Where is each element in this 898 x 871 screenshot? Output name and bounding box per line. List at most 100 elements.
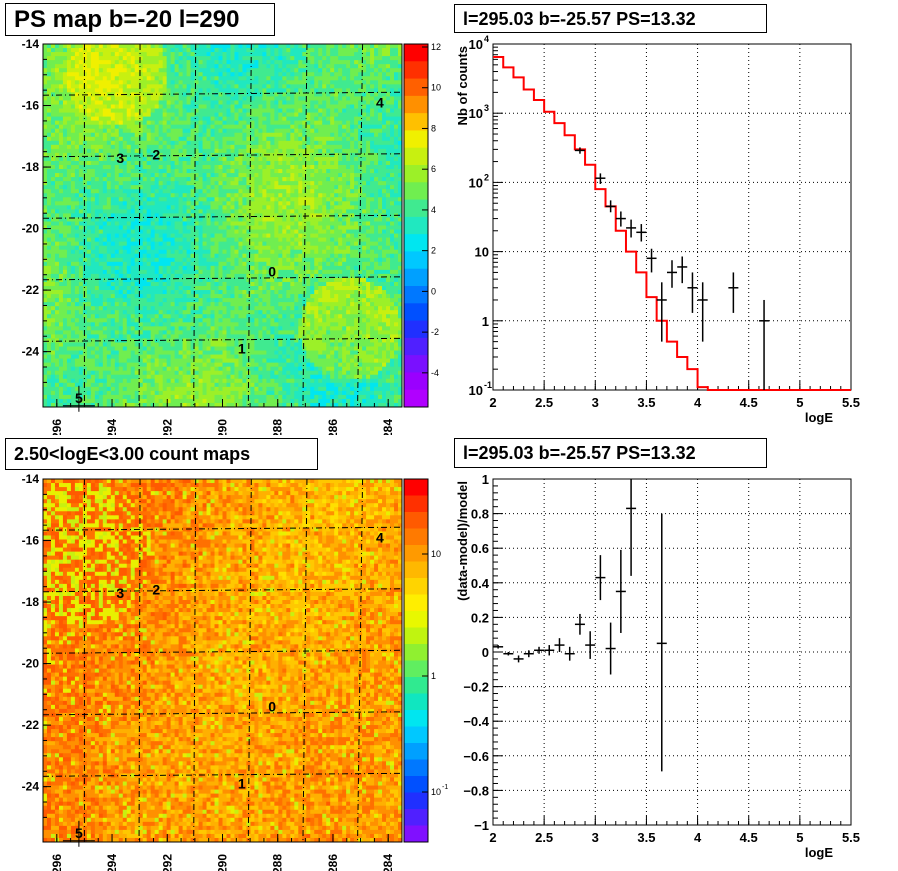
heatmap-cell xyxy=(86,88,92,93)
heatmap-cell xyxy=(218,104,223,109)
heatmap-cell xyxy=(122,370,128,376)
heatmap-cell xyxy=(94,314,100,319)
heatmap-cell xyxy=(194,225,199,230)
heatmap-cell xyxy=(142,169,148,174)
heatmap-cell xyxy=(206,64,211,69)
heatmap-cell xyxy=(250,197,255,202)
heatmap-cell xyxy=(186,233,191,238)
heatmap-cell xyxy=(230,390,235,396)
heatmap-cell xyxy=(142,68,148,73)
heatmap-cell xyxy=(210,322,215,327)
heatmap-cell xyxy=(46,306,52,311)
heatmap-cell xyxy=(54,346,60,351)
heatmap-cell xyxy=(162,386,168,392)
heatmap-cell xyxy=(158,197,164,202)
heatmap-cell xyxy=(198,245,203,251)
heatmap-cell xyxy=(142,160,148,166)
heatmap-cell xyxy=(142,136,148,142)
heatmap-cell xyxy=(134,156,140,162)
heatmap-cell xyxy=(150,378,156,384)
heatmap-cell xyxy=(102,177,108,182)
heatmap-cell xyxy=(214,72,219,77)
heatmap-cell xyxy=(162,112,168,117)
heatmap-cell xyxy=(218,286,223,291)
heatmap-cell xyxy=(230,189,235,194)
heatmap-cell xyxy=(146,144,152,150)
heatmap-cell xyxy=(198,72,203,77)
heatmap-cell xyxy=(74,390,80,396)
heatmap-cell xyxy=(142,96,148,101)
heatmap-cell xyxy=(170,402,176,408)
heatmap-cell xyxy=(250,100,255,105)
heatmap-cell xyxy=(43,193,48,198)
heatmap-cell xyxy=(43,294,48,299)
heatmap-cell xyxy=(126,201,132,206)
heatmap-cell xyxy=(238,165,243,170)
heatmap-cell xyxy=(110,298,116,303)
heatmap-cell xyxy=(78,338,84,343)
heatmap-cell xyxy=(146,322,152,327)
heatmap-cell xyxy=(174,64,180,69)
heatmap-cell xyxy=(206,290,211,295)
heatmap-cell xyxy=(142,205,148,210)
heatmap-cell xyxy=(150,386,156,392)
heatmap-cell xyxy=(158,261,164,267)
heatmap-cell xyxy=(130,76,136,81)
heatmap-cell xyxy=(158,185,164,190)
heatmap-cell xyxy=(190,205,195,210)
heatmap-cell xyxy=(170,193,176,198)
heatmap-cell xyxy=(54,281,60,287)
heatmap-cell xyxy=(130,261,136,267)
heatmap-cell xyxy=(114,249,120,255)
heatmap-cell xyxy=(154,281,160,287)
heatmap-cell xyxy=(70,249,76,255)
heatmap-cell xyxy=(194,229,199,234)
heatmap-cell xyxy=(78,44,84,49)
heatmap-cell xyxy=(106,177,112,182)
heatmap-cell xyxy=(178,314,184,319)
heatmap-cell xyxy=(186,394,191,400)
heatmap-cell xyxy=(246,80,251,85)
heatmap-cell xyxy=(178,326,184,331)
heatmap-cell xyxy=(170,394,176,400)
heatmap-cell xyxy=(230,84,235,89)
heatmap-cell xyxy=(226,205,231,210)
heatmap-cell xyxy=(138,132,144,138)
heatmap-cell xyxy=(146,136,152,142)
heatmap-cell xyxy=(170,76,176,81)
heatmap-cell xyxy=(186,112,191,117)
heatmap-cell xyxy=(138,72,144,77)
heatmap-cell xyxy=(82,173,88,178)
heatmap-cell xyxy=(138,294,144,299)
heatmap-cell xyxy=(70,205,76,210)
heatmap-cell xyxy=(58,326,64,331)
heatmap-cell xyxy=(178,342,184,347)
heatmap-cell xyxy=(78,173,84,178)
heatmap-cell xyxy=(166,330,172,335)
heatmap-cell xyxy=(82,96,88,101)
heatmap-cell xyxy=(210,233,215,238)
heatmap-cell xyxy=(222,144,227,150)
heatmap-cell xyxy=(122,366,128,372)
heatmap-cell xyxy=(166,68,172,73)
heatmap-cell xyxy=(90,245,96,251)
heatmap-cell xyxy=(142,370,148,376)
heatmap-cell xyxy=(54,100,60,105)
heatmap-cell xyxy=(210,116,215,122)
heatmap-cell xyxy=(210,44,215,49)
heatmap-cell xyxy=(230,290,235,295)
heatmap-cell xyxy=(242,156,247,162)
heatmap-cell xyxy=(90,298,96,303)
heatmap-cell xyxy=(122,76,128,81)
heatmap-cell xyxy=(134,386,140,392)
heatmap-cell xyxy=(214,290,219,295)
heatmap-cell xyxy=(190,354,195,359)
heatmap-cell xyxy=(78,326,84,331)
heatmap-cell xyxy=(98,80,104,85)
heatmap-cell xyxy=(54,302,60,307)
heatmap-cell xyxy=(202,68,207,73)
heatmap-cell xyxy=(198,398,203,404)
heatmap-cell xyxy=(126,100,132,105)
heatmap-cell xyxy=(43,237,48,243)
